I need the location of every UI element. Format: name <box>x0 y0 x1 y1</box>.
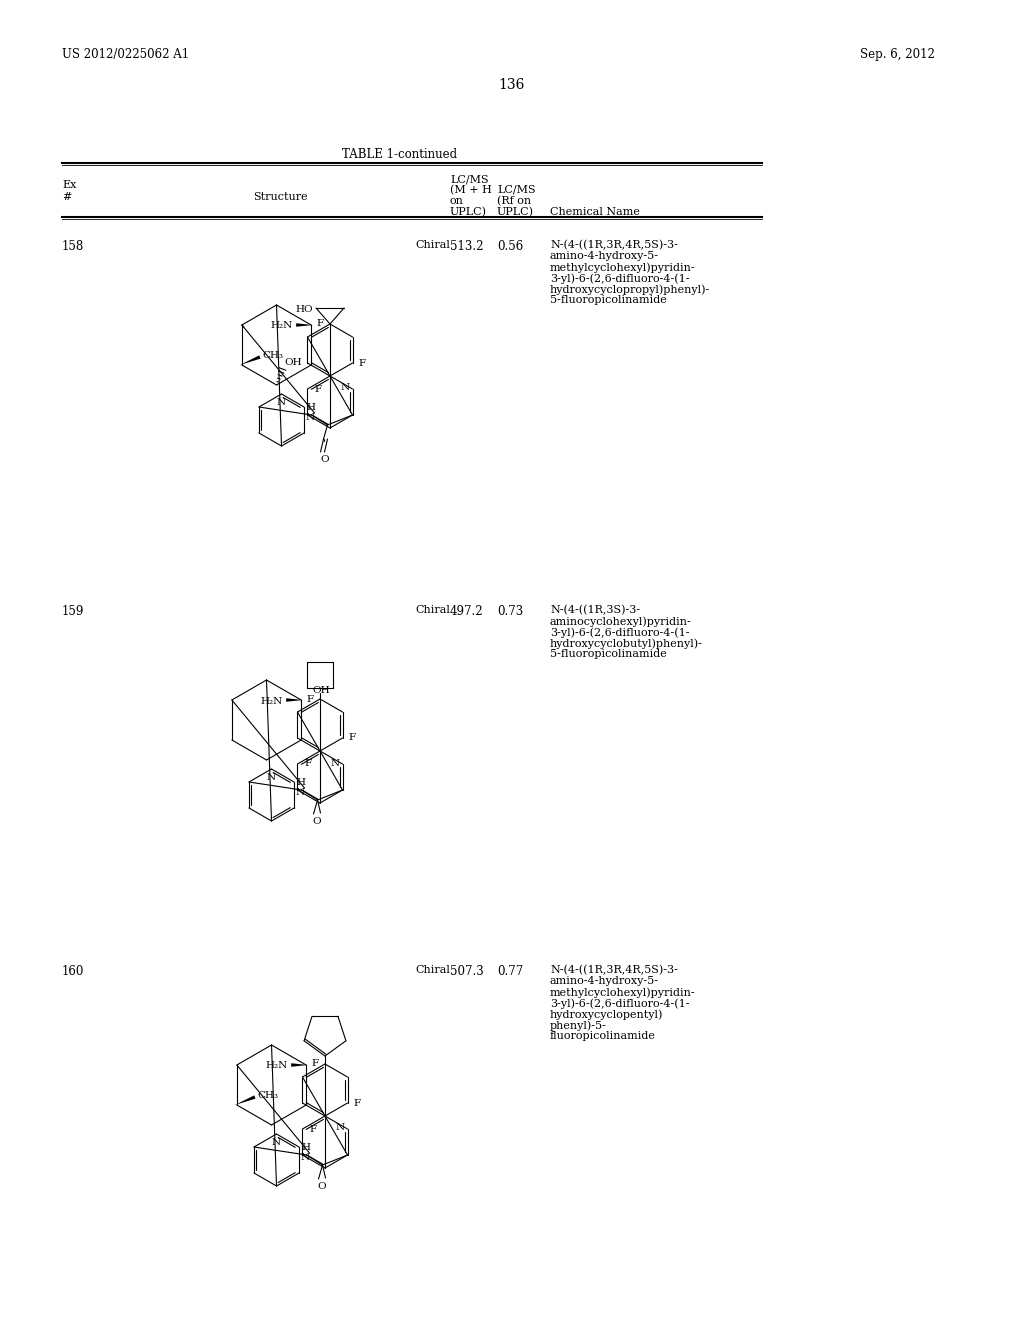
Text: Chemical Name: Chemical Name <box>550 207 640 216</box>
Text: Structure: Structure <box>253 191 307 202</box>
Text: H₂N: H₂N <box>271 322 293 330</box>
Text: CH₃: CH₃ <box>257 1090 278 1100</box>
Text: Chiral: Chiral <box>415 605 450 615</box>
Text: CH₃: CH₃ <box>262 351 283 359</box>
Text: Chiral: Chiral <box>415 965 450 975</box>
Text: 136: 136 <box>499 78 525 92</box>
Text: #: # <box>62 191 72 202</box>
Polygon shape <box>296 323 313 327</box>
Text: 158: 158 <box>62 240 84 253</box>
Text: 0.77: 0.77 <box>497 965 523 978</box>
Text: 0.56: 0.56 <box>497 240 523 253</box>
Text: O: O <box>317 1181 326 1191</box>
Text: H₂N: H₂N <box>266 1061 288 1071</box>
Text: N: N <box>340 384 349 392</box>
Text: F: F <box>358 359 366 367</box>
Text: HO: HO <box>295 305 313 314</box>
Text: LC/MS: LC/MS <box>450 174 488 183</box>
Text: fluoropicolinamide: fluoropicolinamide <box>550 1031 656 1041</box>
Polygon shape <box>234 1096 256 1105</box>
Text: (M + H: (M + H <box>450 185 492 195</box>
Text: 5-fluoropicolinamide: 5-fluoropicolinamide <box>550 649 667 659</box>
Text: methylcyclohexyl)pyridin-: methylcyclohexyl)pyridin- <box>550 261 695 272</box>
Text: hydroxycyclopentyl): hydroxycyclopentyl) <box>550 1008 664 1019</box>
Text: Ex: Ex <box>62 180 77 190</box>
Text: 0.73: 0.73 <box>497 605 523 618</box>
Text: 497.2: 497.2 <box>450 605 483 618</box>
Text: H: H <box>296 777 305 787</box>
Text: H₂N: H₂N <box>261 697 284 705</box>
Polygon shape <box>240 355 260 366</box>
Text: 159: 159 <box>62 605 84 618</box>
Text: H: H <box>301 1143 310 1152</box>
Text: O: O <box>321 455 329 465</box>
Text: LC/MS: LC/MS <box>497 185 536 195</box>
Text: US 2012/0225062 A1: US 2012/0225062 A1 <box>62 48 189 61</box>
Text: 3-yl)-6-(2,6-difluoro-4-(1-: 3-yl)-6-(2,6-difluoro-4-(1- <box>550 998 689 1008</box>
Text: N: N <box>267 774 276 781</box>
Text: 3-yl)-6-(2,6-difluoro-4-(1-: 3-yl)-6-(2,6-difluoro-4-(1- <box>550 273 689 284</box>
Text: F: F <box>353 1098 360 1107</box>
Text: 5-fluoropicolinamide: 5-fluoropicolinamide <box>550 294 667 305</box>
Text: F: F <box>307 694 314 704</box>
Text: OH: OH <box>312 686 330 696</box>
Text: F: F <box>312 1060 319 1068</box>
Text: 160: 160 <box>62 965 84 978</box>
Text: N: N <box>306 413 315 422</box>
Text: OH: OH <box>285 358 302 367</box>
Text: 507.3: 507.3 <box>450 965 483 978</box>
Text: TABLE 1-continued: TABLE 1-continued <box>342 148 458 161</box>
Text: F: F <box>314 384 322 393</box>
Text: Sep. 6, 2012: Sep. 6, 2012 <box>860 48 935 61</box>
Text: phenyl)-5-: phenyl)-5- <box>550 1020 607 1031</box>
Text: 3-yl)-6-(2,6-difluoro-4-(1-: 3-yl)-6-(2,6-difluoro-4-(1- <box>550 627 689 638</box>
Text: F: F <box>304 759 311 768</box>
Text: N: N <box>276 399 286 407</box>
Text: N: N <box>272 1138 281 1147</box>
Text: (Rf on: (Rf on <box>497 195 531 206</box>
Text: H: H <box>306 403 315 412</box>
Text: methylcyclohexyl)pyridin-: methylcyclohexyl)pyridin- <box>550 987 695 998</box>
Text: amino-4-hydroxy-5-: amino-4-hydroxy-5- <box>550 975 659 986</box>
Text: F: F <box>309 1125 316 1134</box>
Text: N: N <box>301 1152 310 1162</box>
Polygon shape <box>291 1063 308 1067</box>
Text: aminocyclohexyl)pyridin-: aminocyclohexyl)pyridin- <box>550 616 692 627</box>
Text: N-(4-((1R,3R,4R,5S)-3-: N-(4-((1R,3R,4R,5S)-3- <box>550 240 678 251</box>
Text: F: F <box>316 319 324 329</box>
Text: N-(4-((1R,3S)-3-: N-(4-((1R,3S)-3- <box>550 605 640 615</box>
Text: UPLC): UPLC) <box>497 207 534 218</box>
Text: N: N <box>336 1123 344 1133</box>
Text: F: F <box>348 734 355 742</box>
Text: O: O <box>312 817 321 826</box>
Polygon shape <box>286 698 303 702</box>
Text: hydroxycyclopropyl)phenyl)-: hydroxycyclopropyl)phenyl)- <box>550 284 711 294</box>
Text: Chiral: Chiral <box>415 240 450 249</box>
Text: on: on <box>450 195 464 206</box>
Text: 513.2: 513.2 <box>450 240 483 253</box>
Text: N: N <box>331 759 340 767</box>
Text: N: N <box>296 788 305 797</box>
Text: N-(4-((1R,3R,4R,5S)-3-: N-(4-((1R,3R,4R,5S)-3- <box>550 965 678 975</box>
Text: UPLC): UPLC) <box>450 207 487 218</box>
Text: hydroxycyclobutyl)phenyl)-: hydroxycyclobutyl)phenyl)- <box>550 638 702 648</box>
Text: amino-4-hydroxy-5-: amino-4-hydroxy-5- <box>550 251 659 261</box>
